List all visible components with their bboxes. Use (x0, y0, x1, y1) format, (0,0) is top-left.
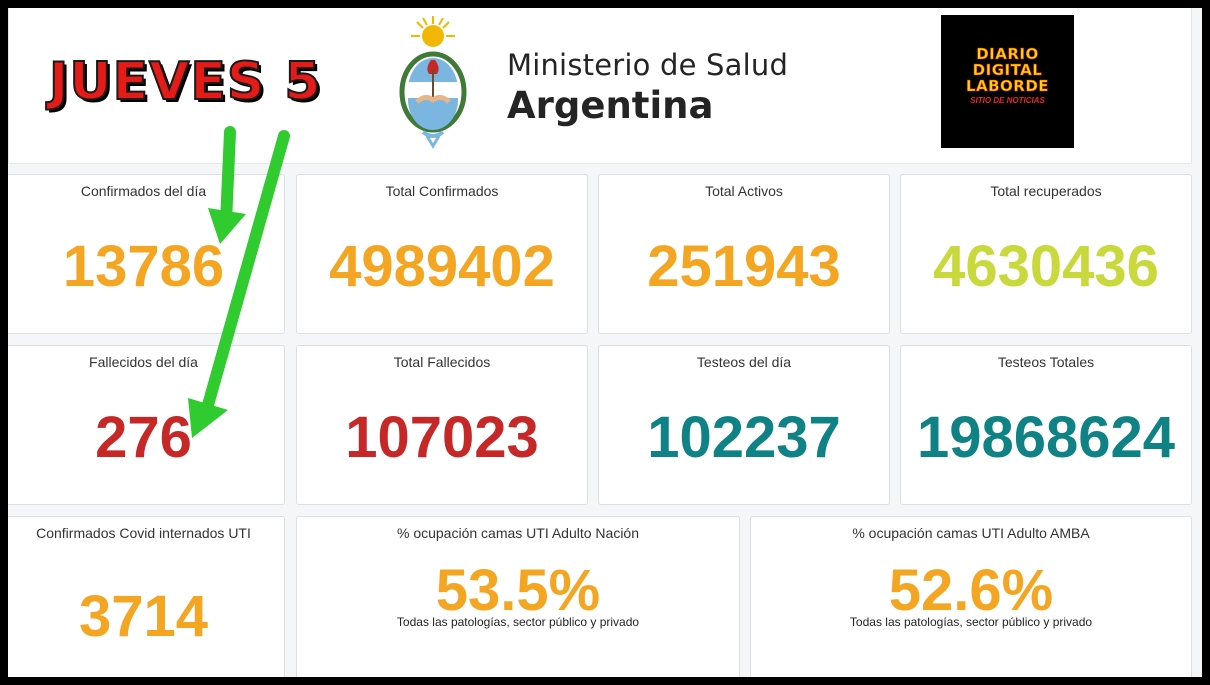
card-value: 52.6% (888, 558, 1054, 623)
header: JUEVES 5 (8, 8, 1192, 164)
card-title: Total Activos (705, 183, 783, 199)
card-title: Testeos del día (696, 354, 792, 370)
day-banner: JUEVES 5 (48, 51, 322, 113)
card-value: 19868624 (916, 405, 1176, 470)
card-note: Todas las patologías, sector público y p… (849, 615, 1093, 629)
card-value: 102237 (647, 405, 841, 470)
card-value: 4989402 (329, 234, 555, 299)
card-ocupacion-amba: % ocupación camas UTI Adulto AMBA 52.6% … (750, 516, 1192, 677)
card-title: % ocupación camas UTI Adulto Nación (396, 525, 639, 541)
card-total-confirmados: Total Confirmados 4989402 (296, 174, 588, 334)
card-value: 4630436 (933, 234, 1159, 299)
card-testeos-totales: Testeos Totales 19868624 (900, 345, 1192, 505)
card-note: Todas las patologías, sector público y p… (396, 615, 640, 629)
card-title: Total recuperados (990, 183, 1102, 199)
card-value: 53.5% (435, 558, 601, 623)
card-ocupacion-nacion: % ocupación camas UTI Adulto Nación 53.5… (296, 516, 740, 677)
card-value: 13786 (62, 234, 225, 299)
ministry-title: Ministerio de Salud Argentina (507, 48, 788, 127)
card-testeos-dia: Testeos del día 102237 (598, 345, 890, 505)
country-name: Argentina (507, 84, 714, 127)
card-total-fallecidos: Total Fallecidos 107023 (296, 345, 588, 505)
ministry-name: Ministerio de Salud (507, 48, 789, 82)
card-title: Testeos Totales (997, 354, 1095, 370)
card-title: Confirmados del día (80, 183, 207, 199)
card-internados-uti: Confirmados Covid internados UTI 3714 (8, 516, 285, 677)
card-title: Fallecidos del día (89, 354, 198, 370)
card-title: % ocupación camas UTI Adulto AMBA (852, 525, 1090, 541)
card-value: 3714 (78, 584, 209, 649)
argentina-coat-of-arms-icon (399, 16, 467, 149)
card-value: 251943 (647, 234, 841, 299)
card-fallecidos-dia: Fallecidos del día 276 (8, 345, 285, 505)
card-title: Total Fallecidos (393, 354, 491, 370)
card-total-activos: Total Activos 251943 (598, 174, 890, 334)
card-total-recuperados: Total recuperados 4630436 (900, 174, 1192, 334)
card-value: 107023 (345, 405, 539, 470)
card-title: Total Confirmados (385, 183, 499, 199)
card-confirmados-dia: Confirmados del día 13786 (8, 174, 285, 334)
card-value: 276 (95, 405, 192, 470)
diario-digital-laborde-logo: DIARIO DIGITAL LABORDE SITIO DE NOTICIAS (941, 15, 1074, 148)
card-title: Confirmados Covid internados UTI (36, 525, 251, 541)
screenshot-frame: JUEVES 5 (8, 8, 1202, 677)
